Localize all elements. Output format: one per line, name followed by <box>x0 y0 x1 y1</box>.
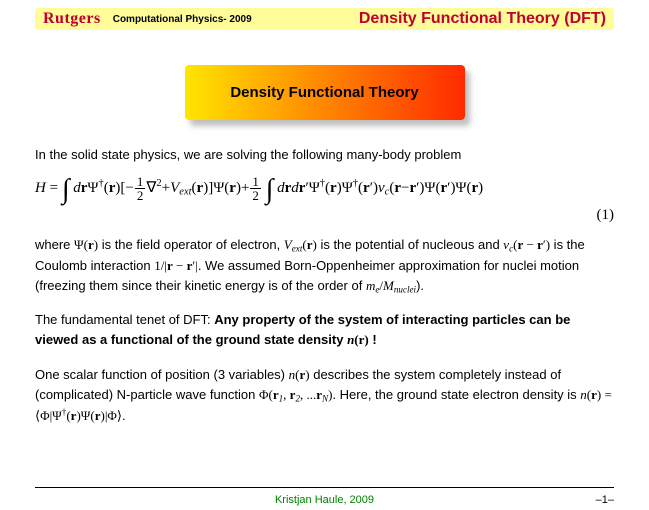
page-header-title: Density Functional Theory (DFT) <box>359 10 606 28</box>
text-close2: . <box>122 408 126 423</box>
text-potential: is the potential of nucleous and <box>317 237 503 252</box>
paragraph-intro: In the solid state physics, we are solvi… <box>35 145 614 165</box>
text-field-op: is the field operator of electron, <box>98 237 284 252</box>
title-box: Density Functional Theory <box>185 65 465 120</box>
footer-text: Kristjan Haule, 2009 <box>35 494 614 506</box>
math-psi-r: Ψ(r) <box>74 237 98 252</box>
math-vc: vc(r − r′) <box>503 237 550 252</box>
math-phi-many: Φ(r1, r2, ...rN) <box>259 387 332 402</box>
equation-body: H = ∫ drΨ†(r)[−12∇2+Vext(r)]Ψ(r)+12 ∫ dr… <box>35 175 614 202</box>
equation-hamiltonian: H = ∫ drΨ†(r)[−12∇2+Vext(r)]Ψ(r)+12 ∫ dr… <box>35 175 614 202</box>
university-logo: Rutgers <box>43 10 101 28</box>
title-box-text: Density Functional Theory <box>230 84 418 101</box>
math-n-r-2: n(r) <box>289 367 310 382</box>
text-scalar-density: . Here, the ground state electron densit… <box>332 387 580 402</box>
math-mass-ratio: me/Mnuclei <box>366 278 416 293</box>
header-bar: Rutgers Computational Physics- 2009 Dens… <box>35 8 614 30</box>
math-n-r: n(r) <box>347 332 369 347</box>
text-where: where <box>35 237 74 252</box>
text-tenet-lead: The fundamental tenet of DFT: <box>35 312 214 327</box>
page-number: –1– <box>596 494 614 506</box>
footer-rule <box>35 487 614 488</box>
math-vext: Vext(r) <box>284 237 317 252</box>
math-one-over-r: 1/|r − r′| <box>154 258 198 273</box>
equation-number: (1) <box>35 204 614 227</box>
paragraph-definitions: where Ψ(r) is the field operator of elec… <box>35 235 614 296</box>
text-close1: ). <box>416 278 424 293</box>
content-body: In the solid state physics, we are solvi… <box>35 145 614 426</box>
paragraph-tenet: The fundamental tenet of DFT: Any proper… <box>35 310 614 350</box>
text-scalar-lead: One scalar function of position (3 varia… <box>35 367 289 382</box>
course-label: Computational Physics- 2009 <box>113 14 252 25</box>
paragraph-scalar: One scalar function of position (3 varia… <box>35 365 614 427</box>
text-tenet-excl: ! <box>369 332 377 347</box>
